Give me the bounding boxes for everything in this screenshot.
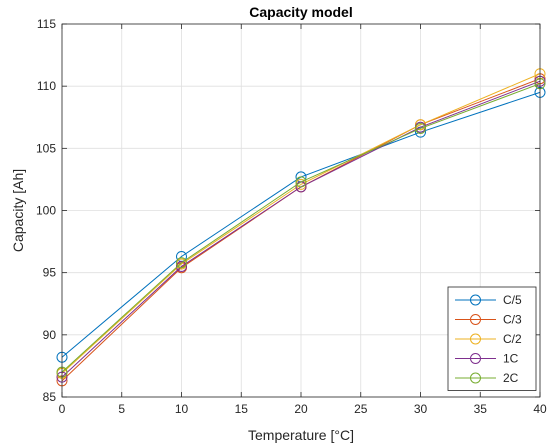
x-tick-label: 0: [59, 402, 66, 416]
x-tick-label: 15: [235, 402, 249, 416]
legend-label-c3: C/3: [503, 313, 522, 327]
x-tick-label: 35: [474, 402, 488, 416]
legend-marker-c3: [470, 314, 481, 325]
legend-label-1c: 1C: [503, 352, 519, 366]
y-tick-label: 90: [43, 328, 57, 342]
data-point-c2: [415, 119, 426, 131]
series-line-c2: [61, 73, 541, 374]
y-axis-label: Capacity [Ah]: [10, 169, 26, 252]
legend-label-2c: 2C: [503, 371, 519, 385]
tick-labels: 0 5 10 15 20 25 30 35 40 85 90 95 100 105 110 115: [36, 17, 547, 416]
chart-title: Capacity model: [249, 4, 352, 20]
x-axis-label: Temperature [°C]: [248, 427, 354, 443]
legend-label-c2: C/2: [503, 332, 522, 346]
legend-label-c5: C/5: [503, 293, 522, 307]
legend: C/5 C/3 C/2 1C 2C: [447, 286, 537, 391]
x-tick-label: 10: [175, 402, 189, 416]
plot-frame: [61, 23, 541, 398]
y-tick-label: 100: [36, 204, 56, 218]
series-line-2c: [61, 83, 541, 373]
legend-marker-1c: [470, 353, 481, 364]
data-point-2c: [295, 176, 307, 188]
data-point-2c: [176, 257, 187, 269]
x-tick-label: 30: [414, 402, 428, 416]
y-tick-label: 115: [37, 17, 56, 31]
series-layer: [56, 68, 546, 387]
x-tick-label: 25: [354, 402, 368, 416]
x-tick-label: 40: [533, 402, 547, 416]
legend-marker-c2: [470, 333, 481, 345]
legend-marker-c5: [470, 294, 481, 306]
data-point-1c: [176, 260, 187, 272]
y-tick-label: 105: [36, 141, 56, 155]
y-tick-label: 85: [43, 390, 57, 404]
legend-marker-2c: [470, 372, 481, 384]
x-tick-label: 5: [118, 402, 125, 416]
y-tick-label: 110: [37, 79, 56, 93]
data-point-2c: [415, 122, 426, 134]
y-tick-label: 95: [43, 266, 57, 280]
x-tick-label: 20: [294, 402, 308, 416]
